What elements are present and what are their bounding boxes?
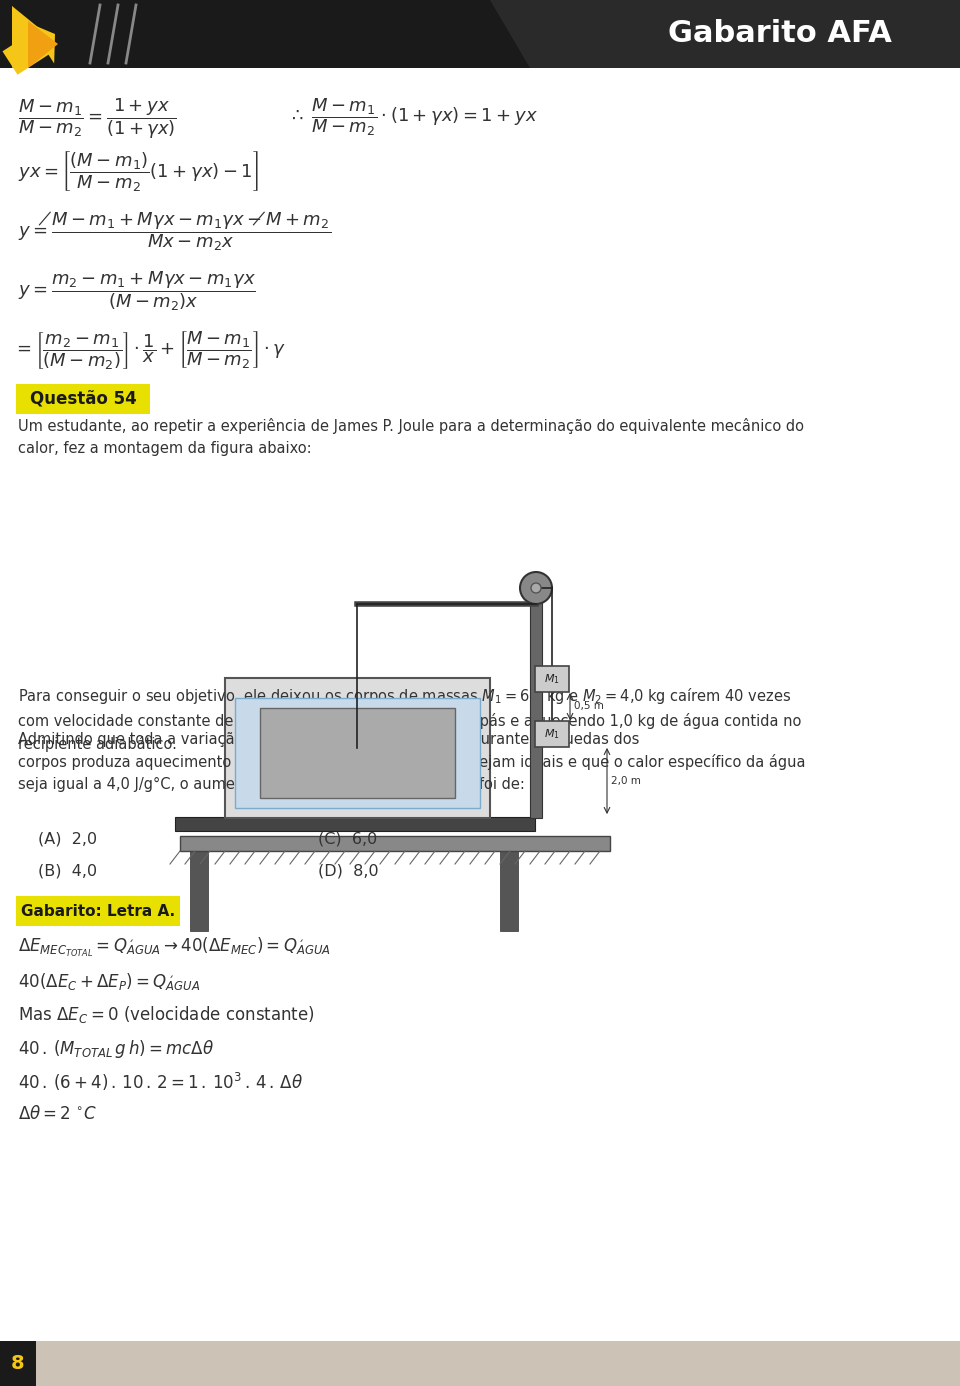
FancyBboxPatch shape <box>0 1342 36 1386</box>
FancyBboxPatch shape <box>16 384 150 414</box>
Text: $\dfrac{M-m_1}{M-m_2} = \dfrac{1+yx}{(1+\gamma x)}$: $\dfrac{M-m_1}{M-m_2} = \dfrac{1+yx}{(1+… <box>18 96 177 140</box>
Text: $\therefore\;\dfrac{M-m_1}{M-m_2}\cdot(1+\gamma x) = 1+yx$: $\therefore\;\dfrac{M-m_1}{M-m_2}\cdot(1… <box>288 96 538 137</box>
FancyBboxPatch shape <box>0 1342 960 1386</box>
Text: $y = \dfrac{\not{M}-m_1+M\gamma x - m_1\gamma x - \not{M}+m_2}{Mx - m_2 x}$: $y = \dfrac{\not{M}-m_1+M\gamma x - m_1\… <box>18 209 331 252</box>
Text: $40\,.\,(6+4)\,.\,10\,.\,2 = 1\,.\,10^3\,.\,4\,.\,\Delta\theta$: $40\,.\,(6+4)\,.\,10\,.\,2 = 1\,.\,10^3\… <box>18 1071 303 1094</box>
FancyBboxPatch shape <box>190 851 208 931</box>
FancyBboxPatch shape <box>535 721 569 747</box>
FancyBboxPatch shape <box>535 667 569 692</box>
Polygon shape <box>490 0 960 68</box>
Polygon shape <box>12 6 50 68</box>
Text: Questão 54: Questão 54 <box>30 389 136 407</box>
Text: Mas $\Delta E_C = 0$ (velocidade constante): Mas $\Delta E_C = 0$ (velocidade constan… <box>18 1003 315 1026</box>
Text: 0,5 m: 0,5 m <box>574 701 604 711</box>
Text: 8: 8 <box>12 1354 25 1374</box>
FancyBboxPatch shape <box>530 597 542 818</box>
Text: $40\,.\,(M_{TOTAL}\, g\, h) = mc\Delta\theta$: $40\,.\,(M_{TOTAL}\, g\, h) = mc\Delta\t… <box>18 1038 214 1060</box>
FancyBboxPatch shape <box>16 895 180 926</box>
Text: $y = \dfrac{m_2-m_1+M\gamma x - m_1\gamma x}{(M-m_2)x}$: $y = \dfrac{m_2-m_1+M\gamma x - m_1\gamm… <box>18 269 256 313</box>
FancyBboxPatch shape <box>235 699 480 808</box>
FancyBboxPatch shape <box>180 836 610 851</box>
FancyBboxPatch shape <box>0 0 960 68</box>
Circle shape <box>531 584 541 593</box>
Text: $\Delta\theta = 2\,^\circ\!C$: $\Delta\theta = 2\,^\circ\!C$ <box>18 1105 97 1123</box>
Polygon shape <box>28 21 58 68</box>
Circle shape <box>520 572 552 604</box>
Text: $M_1$: $M_1$ <box>544 728 560 742</box>
Text: $yx = \left[\dfrac{(M-m_1)}{M-m_2}(1+\gamma x)-1\right]$: $yx = \left[\dfrac{(M-m_1)}{M-m_2}(1+\ga… <box>18 150 259 193</box>
Text: Admitindo que toda a variação de energia mecânica ocorrida durante as quedas dos: Admitindo que toda a variação de energia… <box>18 730 805 791</box>
Text: (D)  8,0: (D) 8,0 <box>318 863 378 877</box>
Text: 2,0 m: 2,0 m <box>611 776 641 786</box>
FancyBboxPatch shape <box>260 708 455 798</box>
Text: Um estudante, ao repetir a experiência de James P. Joule para a determinação do : Um estudante, ao repetir a experiência d… <box>18 419 804 456</box>
Text: Para conseguir o seu objetivo, ele deixou os corpos de massas $M_1=6{,}0\;{\rm k: Para conseguir o seu objetivo, ele deixo… <box>18 686 802 753</box>
Text: (B)  4,0: (B) 4,0 <box>38 863 97 877</box>
Text: $=\left[\dfrac{m_2-m_1}{(M-m_2)}\right]\cdot\dfrac{1}{x}+\left[\dfrac{M-m_1}{M-m: $=\left[\dfrac{m_2-m_1}{(M-m_2)}\right]\… <box>13 328 286 371</box>
FancyBboxPatch shape <box>500 851 518 931</box>
Text: (A)  2,0: (A) 2,0 <box>38 832 97 845</box>
Text: $M_1$: $M_1$ <box>544 672 560 686</box>
FancyBboxPatch shape <box>225 678 490 818</box>
Text: $40(\Delta E_C + \Delta E_P) = Q_{\acute{A}GUA}$: $40(\Delta E_C + \Delta E_P) = Q_{\acute… <box>18 972 201 992</box>
Text: $\Delta E_{MEC_{TOTAL}} = Q_{\acute{A}GUA} \rightarrow 40(\Delta E_{MEC}) = Q_{\: $\Delta E_{MEC_{TOTAL}} = Q_{\acute{A}GU… <box>18 936 331 959</box>
Text: (C)  6,0: (C) 6,0 <box>318 832 377 845</box>
Text: Gabarito AFA: Gabarito AFA <box>668 19 892 49</box>
FancyBboxPatch shape <box>175 816 535 832</box>
Text: Gabarito: Letra A.: Gabarito: Letra A. <box>21 904 175 919</box>
